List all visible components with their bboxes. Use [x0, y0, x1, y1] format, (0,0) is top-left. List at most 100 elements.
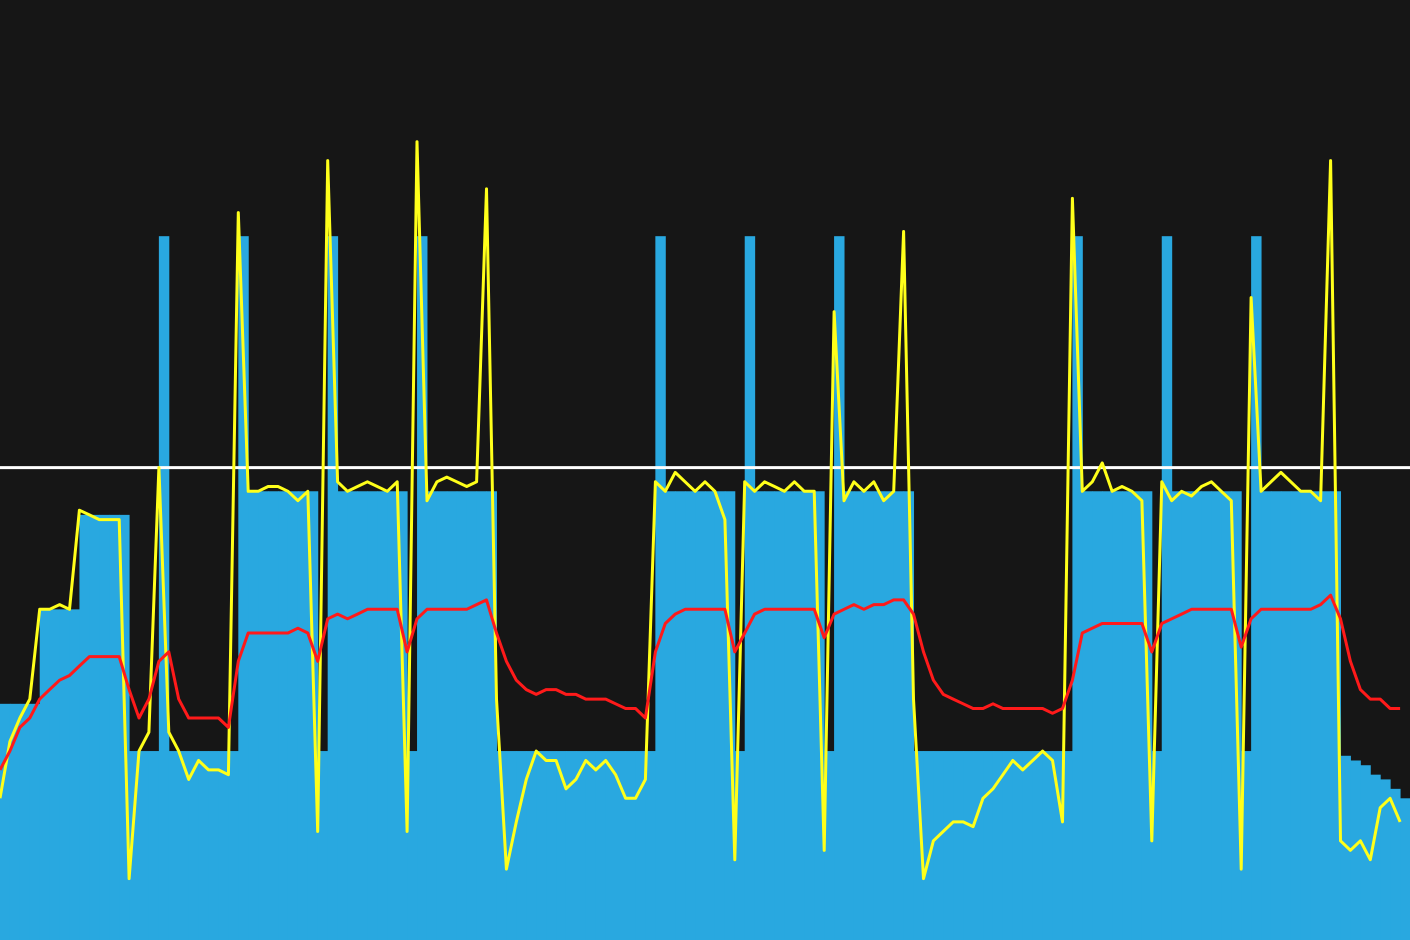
- target-bar: [615, 751, 627, 940]
- target-bar: [208, 751, 219, 940]
- target-bar: [973, 751, 984, 940]
- target-bar: [665, 491, 676, 940]
- target-bar: [168, 751, 180, 940]
- target-bar: [645, 751, 656, 940]
- target-bar: [476, 491, 488, 940]
- target-bar: [456, 491, 468, 940]
- target-bar: [327, 236, 339, 940]
- target-bar: [357, 491, 368, 940]
- target-bar: [496, 751, 507, 940]
- target-bar: [1400, 798, 1410, 940]
- target-bar: [1290, 491, 1302, 940]
- target-bar: [794, 491, 805, 940]
- target-bar: [228, 751, 239, 940]
- target-bar: [883, 491, 895, 940]
- target-bar: [148, 751, 160, 940]
- target-bar: [754, 491, 766, 940]
- target-bar: [536, 751, 547, 940]
- target-bar: [297, 491, 309, 940]
- target-bar: [1181, 491, 1193, 940]
- target-bar: [188, 751, 200, 940]
- target-bar: [873, 491, 885, 940]
- target-bar: [99, 514, 110, 940]
- target-bar: [426, 491, 438, 940]
- target-bar: [317, 751, 329, 940]
- target-bar: [238, 236, 249, 940]
- target-bar: [1390, 788, 1401, 940]
- target-bar: [1151, 751, 1163, 940]
- target-bar: [863, 491, 875, 940]
- target-bar: [377, 491, 388, 940]
- target-bar: [1350, 760, 1361, 940]
- target-bar: [387, 491, 398, 940]
- target-bar: [983, 751, 994, 940]
- target-bar: [1161, 236, 1173, 940]
- target-bar: [258, 491, 269, 940]
- target-bar: [466, 491, 478, 940]
- target-bar: [1320, 491, 1332, 940]
- target-bar: [734, 751, 746, 940]
- target-bar: [804, 491, 815, 940]
- target-bar: [834, 236, 845, 940]
- target-bar: [9, 703, 21, 940]
- target-bar: [893, 491, 905, 940]
- target-bar: [953, 751, 964, 940]
- target-bar: [1241, 751, 1252, 940]
- target-bar: [1261, 491, 1272, 940]
- target-bar: [407, 751, 418, 940]
- target-bar: [744, 236, 756, 940]
- target-bar: [178, 751, 190, 940]
- target-bar: [933, 751, 944, 940]
- target-bar: [1032, 751, 1044, 940]
- target-bar: [605, 751, 617, 940]
- line: [0, 593, 1401, 771]
- target-bar: [1072, 236, 1083, 940]
- target-bar: [436, 491, 448, 940]
- target-bar: [943, 751, 954, 940]
- target-bar: [79, 514, 90, 940]
- target-bar: [923, 751, 934, 940]
- target-bar: [526, 751, 537, 940]
- target-bar: [29, 703, 41, 940]
- target-bar: [198, 751, 210, 940]
- target-bar: [218, 751, 229, 940]
- target-bar: [268, 491, 279, 940]
- target-bar: [705, 491, 716, 940]
- target-bar: [565, 751, 577, 940]
- target-bar: [1310, 491, 1322, 940]
- target-bar: [486, 491, 497, 940]
- target-bar: [675, 491, 686, 940]
- target-bar: [963, 751, 974, 940]
- target-bar: [1171, 491, 1183, 940]
- target-bar: [109, 514, 120, 940]
- target-bar: [49, 609, 61, 940]
- target-bar: [1380, 779, 1391, 940]
- target-bar: [139, 751, 150, 940]
- target-bar: [129, 751, 140, 940]
- target-bar: [1191, 491, 1202, 940]
- target-bar: [417, 236, 428, 940]
- target-bar: [1082, 491, 1093, 940]
- target-bar: [1330, 491, 1341, 940]
- target-bar: [347, 491, 358, 940]
- target-bar: [784, 491, 795, 940]
- target-bar: [1022, 751, 1034, 940]
- target-bar: [1062, 751, 1073, 940]
- target-bar: [1251, 236, 1262, 940]
- target-bar: [1122, 491, 1133, 940]
- target-bar: [625, 751, 636, 940]
- target-bar: [69, 609, 80, 940]
- target-bar: [1201, 491, 1212, 940]
- target-bar: [446, 491, 458, 940]
- target-bar: [1131, 491, 1143, 940]
- target-bar: [367, 491, 378, 940]
- target-bar: [714, 491, 726, 940]
- target-bar: [1092, 491, 1103, 940]
- target-bar: [1002, 751, 1014, 940]
- target-bar: [278, 491, 289, 940]
- target-bar: [655, 236, 666, 940]
- target-bar: [19, 703, 31, 940]
- target-bar: [546, 751, 557, 940]
- target-bar: [903, 491, 915, 940]
